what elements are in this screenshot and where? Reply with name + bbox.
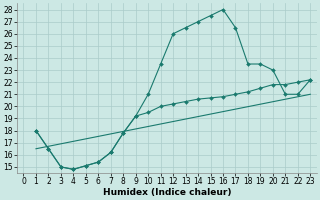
- X-axis label: Humidex (Indice chaleur): Humidex (Indice chaleur): [103, 188, 231, 197]
